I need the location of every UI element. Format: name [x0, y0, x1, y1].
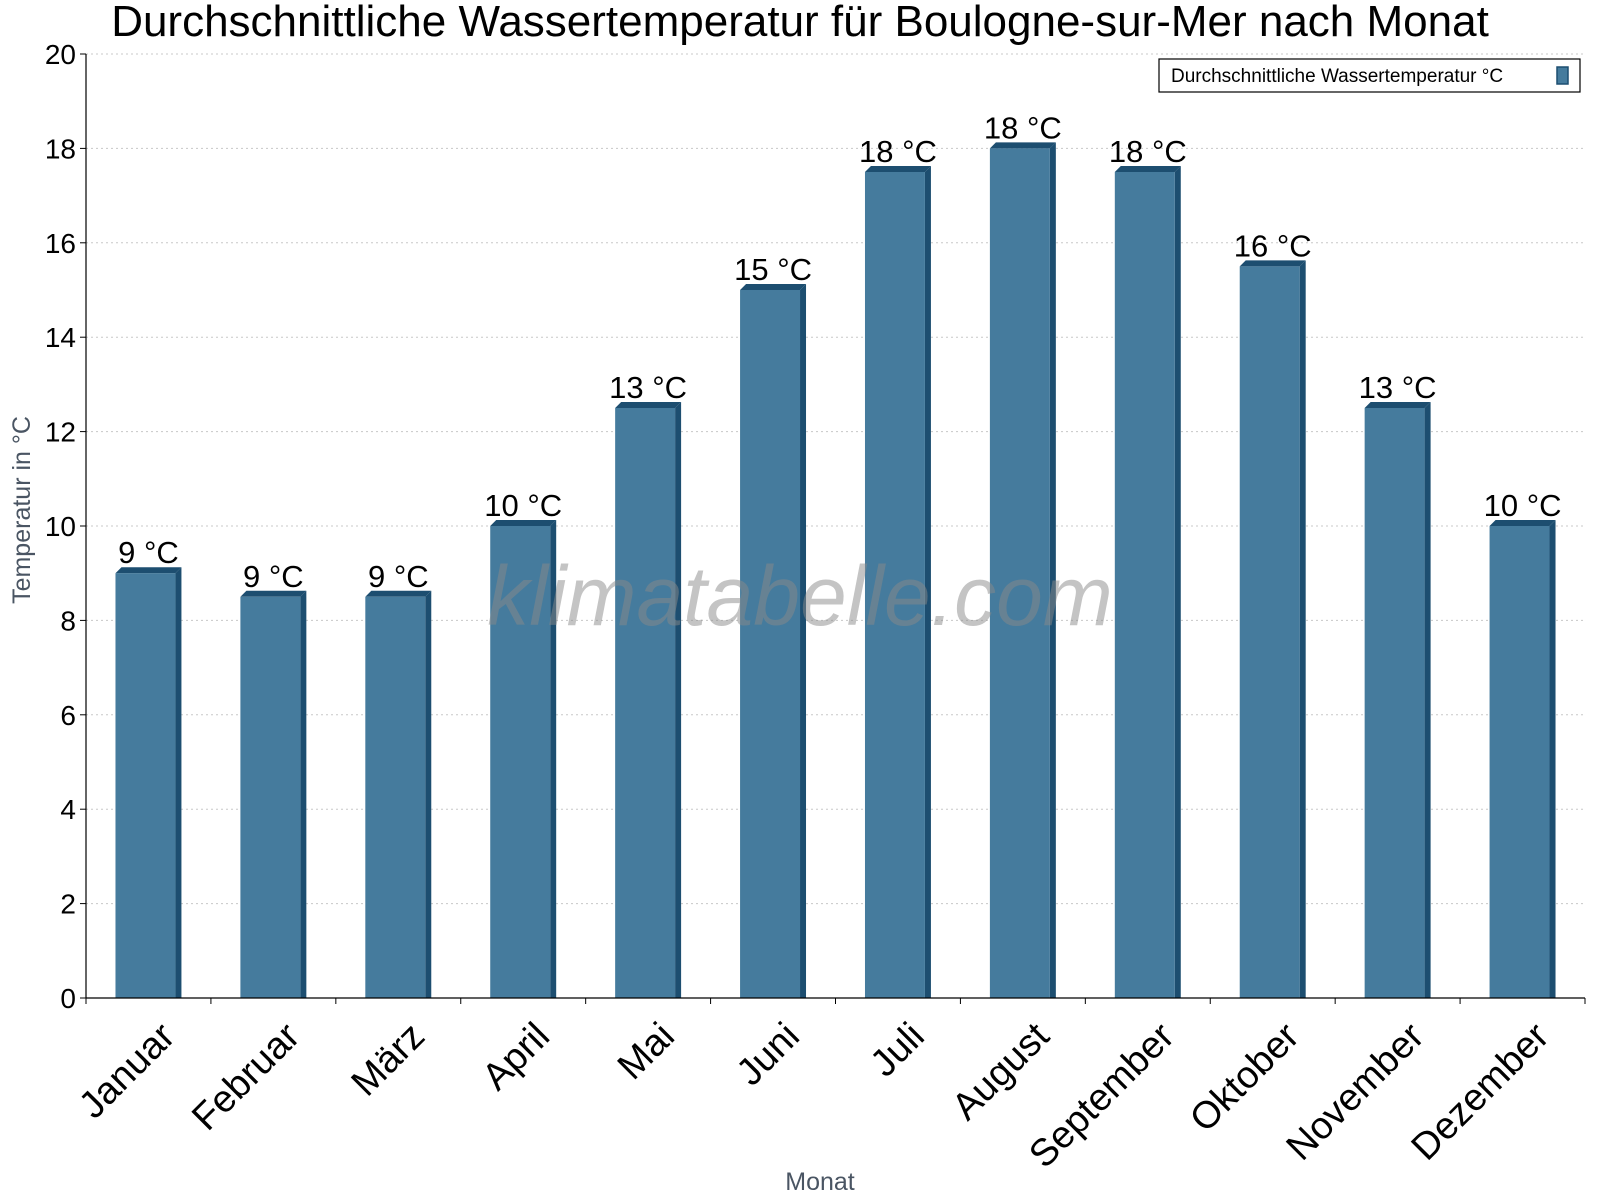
y-tick-label: 4	[60, 794, 76, 825]
x-tick-label: August	[944, 1015, 1058, 1129]
data-label: 18 °C	[859, 134, 937, 169]
bar-november	[1364, 402, 1431, 998]
bar-side	[175, 567, 182, 998]
bar-side	[800, 284, 807, 998]
legend-label: Durchschnittliche Wassertemperatur °C	[1171, 66, 1503, 87]
bar-front	[740, 290, 801, 998]
bar-front	[1489, 526, 1550, 998]
bar-top	[240, 590, 307, 597]
x-tick-label: April	[474, 1015, 557, 1098]
x-tick-label: Juli	[863, 1015, 933, 1085]
x-axis-label: Monat	[785, 1168, 855, 1196]
data-label: 10 °C	[484, 488, 562, 523]
y-tick-label: 10	[45, 511, 76, 542]
x-tick-label: Dezember	[1404, 1015, 1558, 1169]
y-tick-label: 12	[45, 417, 76, 448]
x-tick-label: Februar	[184, 1015, 308, 1139]
bar-side	[425, 590, 432, 998]
bar-side	[1424, 402, 1431, 998]
bar-side	[675, 402, 682, 998]
bar-juni	[740, 284, 807, 998]
data-label: 9 °C	[118, 535, 179, 570]
y-tick-label: 18	[45, 133, 76, 164]
data-label: 13 °C	[1359, 370, 1437, 405]
bar-januar	[115, 567, 182, 998]
bar-front	[1364, 408, 1425, 998]
data-labels: 9 °C 9 °C 9 °C 10 °C 13 °C 15 °C 18 °C 18 °C 18 …	[118, 110, 1561, 593]
y-tick-label: 2	[60, 889, 76, 920]
bar-mai	[615, 402, 682, 998]
bar-front	[1239, 266, 1300, 998]
y-axis-ticks: 0 2 4 6 8 10 12 14 16 18 20	[45, 39, 86, 1014]
data-label: 15 °C	[734, 252, 812, 287]
bar-front	[1114, 172, 1175, 998]
bar-top	[740, 284, 807, 290]
bar-top	[1489, 520, 1556, 526]
bar-side	[924, 166, 931, 998]
data-label: 10 °C	[1484, 488, 1562, 523]
y-tick-label: 6	[60, 700, 76, 731]
bar-side	[1549, 520, 1556, 998]
x-tick-label: Oktober	[1182, 1015, 1308, 1141]
watermark: klimatabelle.com	[487, 549, 1113, 643]
bar-front	[365, 596, 426, 998]
x-tick-label: Juni	[729, 1015, 808, 1094]
bar-side	[1174, 166, 1181, 998]
bar-august	[989, 142, 1056, 998]
bar-side	[550, 520, 557, 998]
y-tick-label: 0	[60, 983, 76, 1014]
bar-front	[490, 526, 551, 998]
bar-top	[1364, 402, 1431, 408]
bar-dezember	[1489, 520, 1556, 998]
bar-oktober	[1239, 260, 1306, 998]
bar-märz	[365, 590, 432, 998]
bar-top	[115, 567, 182, 574]
y-tick-label: 20	[45, 39, 76, 70]
bar-top	[365, 590, 432, 597]
bar-top	[989, 142, 1056, 149]
x-tick-label: Mai	[610, 1015, 683, 1088]
bar-top	[490, 520, 557, 526]
bar-februar	[240, 590, 307, 998]
data-label: 16 °C	[1234, 228, 1312, 263]
bar-side	[1049, 142, 1056, 998]
y-tick-label: 16	[45, 228, 76, 259]
bar-side	[1299, 260, 1306, 998]
bar-front	[989, 148, 1050, 998]
x-axis-ticks: Januar Februar März April Mai Juni Juli AugustS…	[71, 998, 1586, 1176]
legend: Durchschnittliche Wassertemperatur °C	[1158, 58, 1581, 93]
bar-top	[1239, 260, 1306, 267]
data-label: 18 °C	[984, 110, 1062, 145]
x-tick-label: Januar	[71, 1015, 183, 1127]
axes	[85, 54, 1585, 999]
chart-title: Durchschnittliche Wassertemperatur für B…	[111, 0, 1489, 46]
data-label: 13 °C	[609, 370, 687, 405]
bars	[115, 142, 1556, 998]
data-label: 9 °C	[243, 559, 304, 594]
y-tick-label: 8	[60, 605, 76, 636]
bar-top	[1114, 166, 1181, 172]
y-tick-label: 14	[45, 322, 76, 353]
bar-front	[615, 408, 676, 998]
x-tick-label: März	[344, 1015, 433, 1104]
bar-front	[240, 596, 301, 998]
bar-april	[490, 520, 557, 998]
legend-swatch	[1556, 66, 1569, 85]
bar-side	[300, 590, 307, 998]
legend-box	[1158, 58, 1581, 93]
data-label: 9 °C	[368, 559, 429, 594]
bar-juli	[864, 166, 931, 998]
bar-front	[864, 172, 925, 998]
gridlines	[86, 53, 1585, 905]
bar-front	[115, 573, 176, 998]
bar-september	[1114, 166, 1181, 998]
bar-top	[864, 166, 931, 172]
bar-top	[615, 402, 682, 408]
y-axis-label: Temperatur in °C	[8, 416, 36, 604]
data-label: 18 °C	[1109, 134, 1187, 169]
